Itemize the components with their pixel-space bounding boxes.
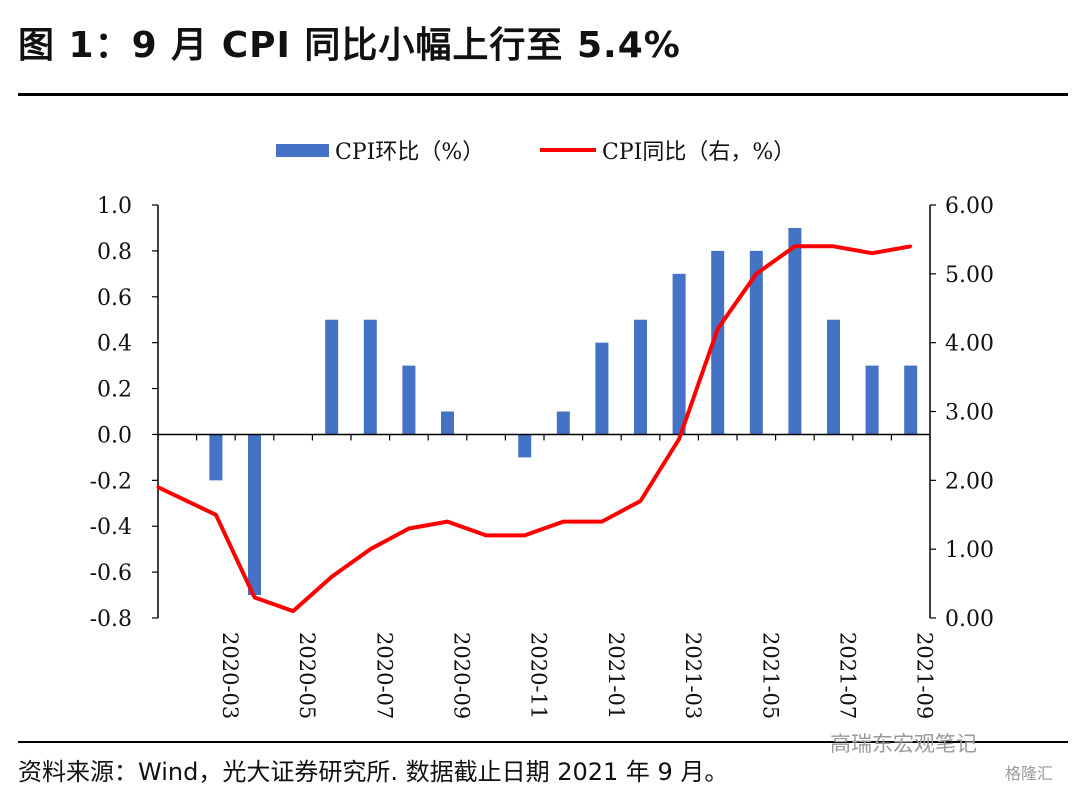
cpi-yoy-point (639, 499, 642, 503)
cpi-yoy-point (832, 244, 835, 248)
cpi-yoy-line (157, 244, 912, 614)
cpi-yoy-point (156, 485, 160, 489)
cpi-yoy-point (716, 327, 720, 331)
left-tick-label: 1.0 (97, 194, 132, 219)
legend-swatch-bar (276, 144, 329, 157)
title-divider (18, 93, 1068, 96)
source-note: 资料来源：Wind，光大证券研究所. 数据截止日期 2021 年 9 月。 (18, 758, 729, 786)
cpi-mom-bar (904, 365, 918, 435)
watermark: 高瑞东宏观笔记 (830, 732, 977, 756)
cpi-mom-bar (672, 273, 686, 435)
left-tick-label: -0.2 (90, 469, 132, 494)
left-tick-label: -0.6 (90, 561, 132, 586)
left-tick-label: 0.4 (97, 332, 132, 357)
cpi-mom-bar (788, 227, 802, 435)
right-tick-label: 0.00 (945, 607, 994, 632)
legend-label-bar: CPI环比（%） (335, 140, 484, 165)
cpi-mom-bar (827, 319, 840, 435)
footer-divider (18, 741, 1068, 743)
right-tick-label: 2.00 (945, 469, 994, 494)
cpi-mom-bar (556, 411, 570, 435)
x-tick-label: 2021-01 (604, 632, 628, 719)
right-tick-label: 3.00 (945, 401, 994, 426)
left-tick-label: -0.4 (90, 515, 132, 540)
cpi-mom-bar (634, 319, 647, 435)
cpi-yoy-point (561, 520, 565, 524)
cpi-yoy-point (793, 244, 797, 248)
cpi-mom-bar (865, 365, 879, 435)
cpi-chart: CPI环比（%） CPI同比（右，%） 1.0 0.8 0.6 0.4 0.2 0.0 -0… (90, 140, 994, 719)
right-tick-label: 5.00 (945, 263, 994, 288)
right-tick-label: 6.00 (945, 194, 994, 219)
cpi-mom-bar (749, 250, 763, 435)
left-tick-label: 0.8 (97, 240, 132, 265)
cpi-yoy-point (330, 575, 334, 579)
cpi-mom-bar (441, 411, 454, 435)
left-tick-label: 0.2 (97, 378, 132, 403)
x-tick-label: 2020-09 (450, 632, 474, 719)
x-tick-label: 2021-07 (836, 632, 860, 719)
right-tick-label: 1.00 (945, 538, 994, 563)
cpi-yoy-point (291, 609, 295, 613)
x-tick-label: 2020-11 (527, 632, 551, 719)
cpi-yoy-point (754, 272, 758, 276)
left-tick-label: -0.8 (90, 607, 132, 632)
cpi-mom-bar (209, 434, 223, 481)
x-tick-label: 2020-05 (295, 632, 319, 719)
cpi-mom-bar (248, 434, 261, 596)
x-tick-label: 2021-05 (758, 632, 782, 719)
left-tick-label: 0.6 (97, 286, 132, 311)
cpi-mom-bar (711, 250, 725, 435)
left-tick-label: 0.0 (97, 423, 132, 448)
cpi-yoy-point (600, 520, 604, 524)
chart-legend: CPI环比（%） CPI同比（右，%） (276, 140, 795, 165)
x-tick-label: 2020-03 (218, 632, 242, 719)
cpi-mom-bar (402, 365, 416, 435)
cpi-yoy-point (368, 547, 372, 551)
cpi-mom-bar (595, 342, 609, 435)
x-tick-label: 2021-09 (913, 632, 937, 719)
watermark-logo: 格隆汇 (1005, 764, 1054, 783)
cpi-yoy-point (523, 533, 527, 537)
cpi-yoy-point (484, 533, 488, 537)
cpi-mom-bar (518, 434, 532, 458)
cpi-mom-bar (325, 319, 339, 435)
x-tick-label: 2020-07 (372, 632, 396, 719)
cpi-yoy-point (870, 251, 874, 255)
cpi-mom-bar (363, 319, 377, 435)
right-tick-label: 4.00 (945, 332, 994, 357)
cpi-yoy-point (446, 520, 449, 524)
cpi-yoy-point (909, 244, 913, 248)
legend-label-line: CPI同比（右，%） (602, 140, 795, 165)
page-title: 图 1：9 月 CPI 同比小幅上行至 5.4% (18, 25, 681, 66)
cpi-yoy-point (214, 513, 218, 517)
x-tick-label: 2021-03 (681, 632, 705, 719)
cpi-yoy-point (677, 437, 681, 441)
cpi-yoy-point (407, 527, 411, 531)
cpi-yoy-point (253, 595, 256, 599)
